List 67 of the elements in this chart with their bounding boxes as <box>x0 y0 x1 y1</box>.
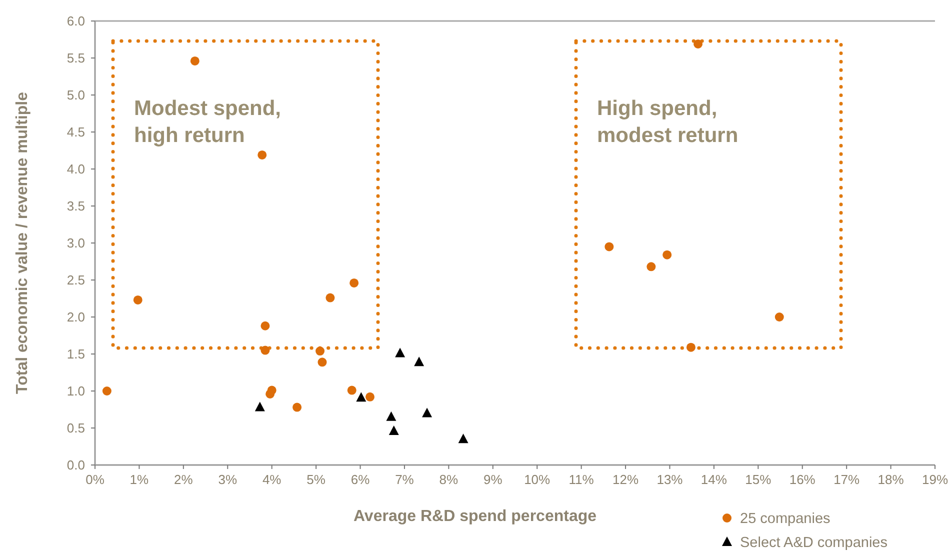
y-tick-label: 5.0 <box>66 88 85 102</box>
x-tick-label: 16% <box>789 472 816 487</box>
point <box>694 39 703 48</box>
point <box>260 346 270 355</box>
x-tick-label: 19% <box>922 472 948 487</box>
x-tick-label: 18% <box>878 472 904 487</box>
legend-label: 25 companies <box>740 511 830 527</box>
y-tick-label: 5.5 <box>66 50 85 66</box>
x-tick-label: 0% <box>86 472 105 487</box>
point <box>350 278 359 288</box>
x-tick-label: 11% <box>568 472 594 487</box>
point <box>326 293 335 302</box>
point <box>422 408 432 418</box>
point <box>686 342 696 352</box>
x-tick-label: 4% <box>262 472 282 487</box>
point <box>386 411 396 421</box>
point <box>388 425 399 435</box>
point <box>414 356 424 366</box>
x-tick-label: 8% <box>439 472 459 487</box>
point <box>347 386 356 395</box>
x-tick-label: 7% <box>395 472 414 487</box>
x-tick-label: 12% <box>612 472 639 487</box>
point <box>258 150 267 160</box>
x-tick-label: 6% <box>350 472 370 487</box>
x-tick-label: 17% <box>834 472 860 487</box>
point <box>395 348 406 358</box>
y-tick-label: 1.5 <box>66 346 85 362</box>
x-tick-label: 9% <box>483 472 503 487</box>
y-tick-label: 3.0 <box>66 236 85 250</box>
point <box>260 321 270 330</box>
y-tick-label: 2.0 <box>66 310 85 324</box>
y-tick-label: 0.5 <box>66 420 85 436</box>
legend-label: Select A&D companies <box>740 535 888 551</box>
x-tick-label: 1% <box>130 472 150 487</box>
point <box>318 358 327 367</box>
annotation: High spend, modest return <box>597 97 738 147</box>
point <box>133 295 142 304</box>
y-axis-title: Total economic value / revenue multiple <box>14 92 31 394</box>
point <box>356 392 366 402</box>
point <box>662 250 672 260</box>
x-tick-label: 10% <box>524 472 551 487</box>
point <box>316 346 325 356</box>
point <box>190 56 200 66</box>
y-tick-label: 3.5 <box>66 198 85 214</box>
point <box>458 434 468 444</box>
point <box>267 386 276 395</box>
point <box>604 242 614 252</box>
x-tick-label: 3% <box>218 472 238 487</box>
point <box>365 392 374 402</box>
y-tick-label: 2.5 <box>66 272 85 288</box>
point <box>646 262 656 272</box>
annotation: Modest spend, high return <box>134 97 282 147</box>
x-tick-label: 5% <box>306 472 326 487</box>
point <box>774 312 784 322</box>
point <box>102 386 112 396</box>
point <box>254 402 265 412</box>
y-tick-label: 0.0 <box>66 458 85 472</box>
y-tick-label: 4.0 <box>66 162 85 176</box>
x-tick-label: 2% <box>174 472 194 487</box>
x-tick-label: 13% <box>656 472 684 487</box>
y-tick-label: 4.5 <box>66 124 85 140</box>
x-tick-label: 14% <box>700 472 728 487</box>
x-tick-label: 15% <box>745 472 772 487</box>
y-tick-label: 6.0 <box>66 14 85 28</box>
y-tick-label: 1.0 <box>66 384 85 398</box>
point <box>292 402 302 412</box>
x-axis-title: Average R&D spend percentage <box>353 508 597 525</box>
